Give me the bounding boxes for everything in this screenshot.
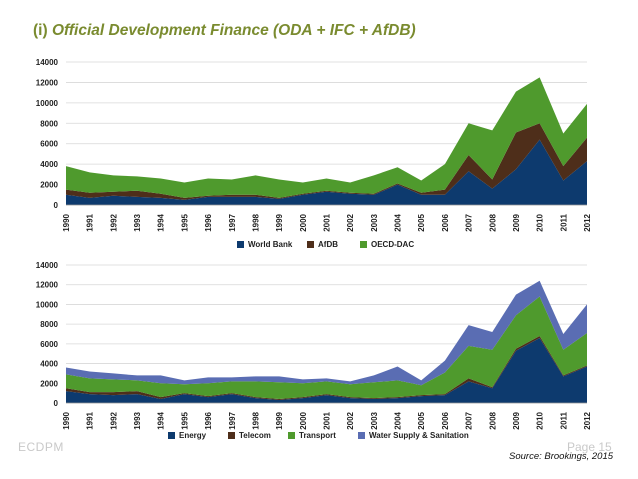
x-tick-label: 2003 (370, 411, 379, 429)
y-tick-label: 12000 (36, 281, 59, 290)
x-tick-label: 1990 (62, 213, 71, 231)
y-tick-label: 4000 (40, 360, 58, 369)
area-series-world-bank (66, 139, 587, 205)
y-tick-label: 2000 (40, 379, 58, 388)
legend-label-transport: Transport (299, 431, 336, 440)
y-tick-label: 8000 (40, 119, 58, 128)
legend-label-world-bank: World Bank (248, 240, 293, 249)
x-tick-label: 2008 (488, 213, 497, 231)
y-tick-label: 0 (54, 201, 59, 210)
x-tick-label: 1994 (157, 213, 166, 231)
legend-label-water-supply-sanitation: Water Supply & Sanitation (369, 431, 469, 440)
x-tick-label: 1993 (133, 411, 142, 429)
legend-label-afdb: AfDB (318, 240, 338, 249)
x-tick-label: 2003 (370, 213, 379, 231)
area-series-water-supply-sanitation (66, 280, 587, 386)
x-tick-label: 2002 (346, 213, 355, 231)
x-tick-label: 2000 (299, 411, 308, 429)
x-tick-label: 1996 (204, 411, 213, 429)
y-tick-label: 14000 (36, 261, 59, 270)
y-tick-label: 6000 (40, 140, 58, 149)
x-tick-label: 2010 (536, 411, 545, 429)
x-tick-label: 2007 (465, 411, 474, 429)
x-tick-label: 2002 (346, 411, 355, 429)
legend-swatch-water-supply-sanitation (358, 432, 365, 439)
x-tick-label: 1997 (228, 213, 237, 231)
x-tick-label: 1995 (180, 213, 189, 231)
y-tick-label: 6000 (40, 340, 58, 349)
x-tick-label: 2006 (441, 411, 450, 429)
y-tick-label: 14000 (36, 58, 59, 67)
x-tick-label: 2000 (299, 213, 308, 231)
y-tick-label: 0 (54, 399, 59, 408)
x-tick-label: 1998 (251, 411, 260, 429)
x-tick-label: 1999 (275, 213, 284, 231)
y-tick-label: 10000 (36, 300, 59, 309)
x-tick-label: 1993 (133, 213, 142, 231)
slide-title-text: Official Development Finance (ODA + IFC … (51, 22, 416, 39)
x-tick-label: 1996 (204, 213, 213, 231)
area-series-telecom (66, 335, 587, 401)
x-tick-label: 2001 (323, 411, 332, 429)
x-tick-label: 2008 (488, 411, 497, 429)
x-tick-label: 1995 (180, 411, 189, 429)
x-tick-label: 1994 (157, 411, 166, 429)
legend-label-oecd-dac: OECD-DAC (371, 240, 414, 249)
x-tick-label: 2007 (465, 213, 474, 231)
x-tick-label: 2010 (536, 213, 545, 231)
y-tick-label: 4000 (40, 160, 58, 169)
x-tick-label: 1991 (86, 213, 95, 231)
footer-logo-text: ECDPM (18, 440, 64, 454)
slide-title: (i) Official Development Finance (ODA + … (33, 22, 416, 40)
legend-label-telecom: Telecom (239, 431, 271, 440)
legend-swatch-transport (288, 432, 295, 439)
area-series-transport (66, 296, 587, 400)
x-tick-label: 2006 (441, 213, 450, 231)
legend-swatch-afdb (307, 241, 314, 248)
legend-swatch-oecd-dac (360, 241, 367, 248)
slide-title-prefix: (i) (33, 22, 52, 39)
area-series-oecd-dac (66, 77, 587, 198)
y-tick-label: 12000 (36, 78, 59, 87)
x-tick-label: 2004 (394, 411, 403, 429)
legend-swatch-telecom (228, 432, 235, 439)
x-tick-label: 1990 (62, 411, 71, 429)
legend-swatch-energy (168, 432, 175, 439)
x-tick-label: 2012 (583, 411, 592, 429)
legend-label-energy: Energy (179, 431, 207, 440)
x-tick-label: 1997 (228, 411, 237, 429)
x-tick-label: 2004 (394, 213, 403, 231)
legend-swatch-world-bank (237, 241, 244, 248)
x-tick-label: 1991 (86, 411, 95, 429)
x-tick-label: 2001 (323, 213, 332, 231)
area-series-afdb (66, 123, 587, 200)
x-tick-label: 1998 (251, 213, 260, 231)
page-number: Page 15 (567, 440, 612, 454)
x-tick-label: 2009 (512, 411, 521, 429)
y-tick-label: 8000 (40, 320, 58, 329)
y-tick-label: 2000 (40, 181, 58, 190)
x-tick-label: 1999 (275, 411, 284, 429)
x-tick-label: 2009 (512, 213, 521, 231)
x-tick-label: 2012 (583, 213, 592, 231)
x-tick-label: 2011 (559, 213, 568, 231)
y-tick-label: 10000 (36, 99, 59, 108)
x-tick-label: 2005 (417, 411, 426, 429)
x-tick-label: 1992 (109, 411, 118, 429)
source-note: Source: Brookings, 2015 (509, 451, 614, 462)
area-series-energy (66, 337, 587, 403)
x-tick-label: 1992 (109, 213, 118, 231)
x-tick-label: 2005 (417, 213, 426, 231)
x-tick-label: 2011 (559, 411, 568, 429)
